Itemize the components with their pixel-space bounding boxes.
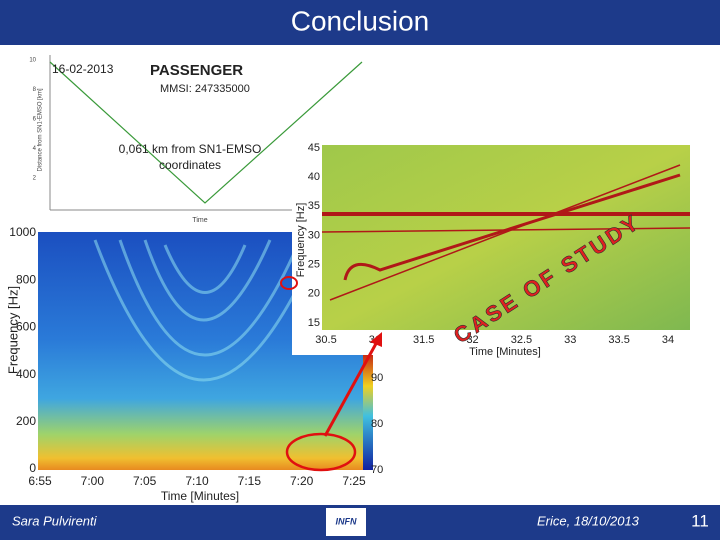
note-line: coordinates [159, 158, 221, 172]
author: Sara Pulvirenti [12, 513, 98, 528]
y-label: Frequency [Hz] [295, 203, 307, 278]
y-label: Frequency [Hz] [5, 286, 20, 374]
y-tick-label: 1000 [9, 225, 36, 239]
x-label: Time [Minutes] [469, 346, 541, 358]
logo: INFN [336, 516, 357, 526]
y-tick-label: 90 [371, 372, 383, 384]
y-tick-label: 45 [308, 142, 320, 154]
y-tick-label: 25 [308, 259, 320, 271]
logo-box [326, 508, 366, 536]
harmonic [163, 244, 247, 294]
x-tick-label: 32.5 [511, 334, 532, 346]
harmonic [143, 239, 272, 322]
arrow-head [370, 332, 382, 347]
y-tick-label: 4 [33, 146, 37, 152]
note: 0,061 km from SN1-EMSO coordinates [119, 142, 262, 172]
place-date: Erice, 18/10/2013 [537, 513, 640, 528]
tracks [321, 164, 691, 301]
y-tick-label: 20 [308, 288, 320, 300]
inset-image [322, 145, 690, 330]
x-tick-label: 7:20 [290, 474, 314, 488]
x-tick-label: 7:05 [133, 474, 157, 488]
track [329, 164, 681, 301]
page-number: 11 [691, 511, 709, 530]
y-tick-label: 40 [308, 171, 320, 183]
highlight-circle [285, 432, 357, 472]
date: 16-02-2013 [52, 62, 114, 76]
y-label: Distance from SN1-EMSO [km] [38, 88, 44, 171]
colorbar [363, 350, 373, 470]
x-tick-label: 7:15 [238, 474, 262, 488]
y-tick-label: 6 [33, 117, 37, 123]
x-tick-label: 6:55 [28, 474, 52, 488]
header-bar [0, 0, 720, 45]
harmonic [93, 239, 322, 382]
y-tick-label: 80 [371, 418, 383, 430]
y-tick-label: 800 [16, 272, 36, 286]
x-tick-label: 7:25 [342, 474, 366, 488]
x-tick-label: 33 [564, 334, 576, 346]
mmsi: MMSI: 247335000 [160, 83, 250, 95]
x-label: Time [Minutes] [161, 489, 239, 503]
x-tick-label: 33.5 [608, 334, 629, 346]
y-tick-label: 600 [16, 320, 36, 334]
x-tick-label: 30.5 [315, 334, 336, 346]
y-tick-label: 10 [29, 58, 36, 64]
harmonic [118, 239, 302, 357]
distance-line [49, 61, 363, 204]
note-line: 0,061 km from SN1-EMSO [119, 142, 262, 156]
x-tick-label: 34 [662, 334, 674, 346]
y-tick-label: 2 [33, 176, 37, 182]
y-tick-label: 0 [29, 461, 36, 475]
vessel: PASSENGER [150, 62, 243, 79]
x-label: Time [192, 217, 207, 224]
x-tick-label: 31.5 [413, 334, 434, 346]
y-tick-label: 200 [16, 414, 36, 428]
y-tick-label: 30 [308, 229, 320, 241]
y-tick-label: 15 [308, 317, 320, 329]
highlight-circle [280, 276, 298, 290]
y-tick-label: 8 [33, 87, 37, 93]
x-tick-label: 7:00 [81, 474, 105, 488]
y-tick-label: 400 [16, 367, 36, 381]
track [343, 173, 681, 281]
x-tick-label: 7:10 [185, 474, 209, 488]
track [321, 227, 691, 233]
harmonics [93, 239, 322, 382]
x-tick-label: 32 [466, 334, 478, 346]
arrow-line [323, 339, 380, 437]
y-tick-label: 70 [371, 464, 383, 476]
y-tick-label: 35 [308, 200, 320, 212]
slide-title: Conclusion [291, 5, 430, 36]
